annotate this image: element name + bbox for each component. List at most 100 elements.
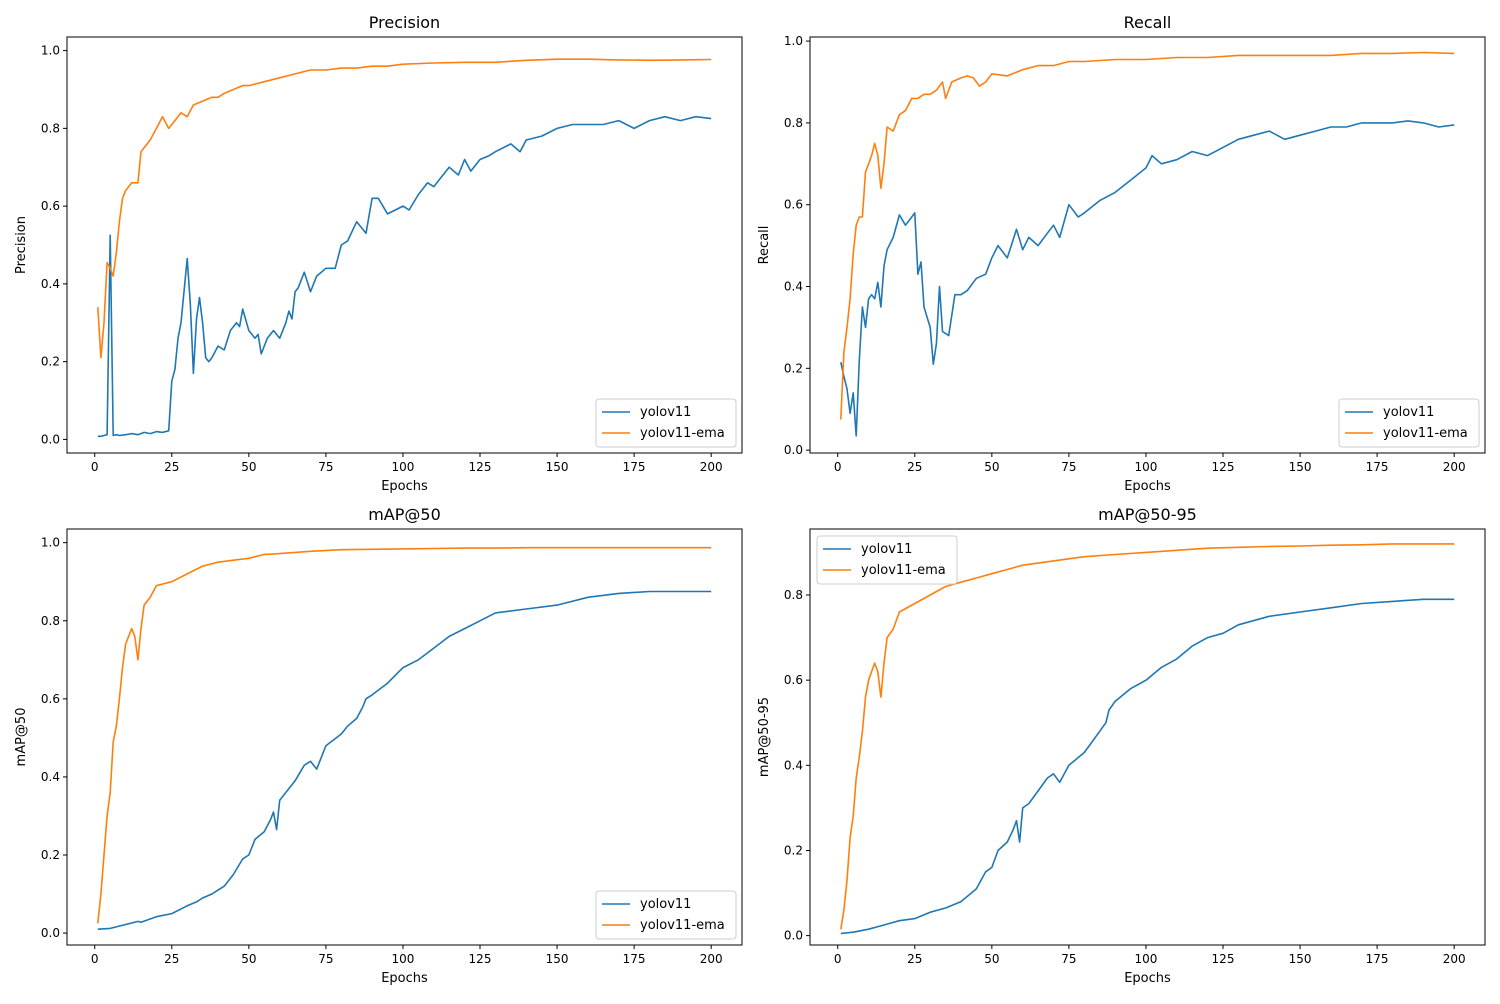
map50-95-xtick-label: 150 <box>1289 952 1312 966</box>
precision-legend-label-yolov11-ema: yolov11-ema <box>640 426 725 441</box>
map50-line-yolov11-ema <box>97 546 712 924</box>
map50-ylabel: mAP@50 <box>14 708 29 767</box>
recall-xlabel: Epochs <box>1124 479 1171 494</box>
precision-title: Precision <box>369 13 440 32</box>
precision-xtick-label: 175 <box>623 460 646 474</box>
map50-title: mAP@50 <box>368 505 441 524</box>
precision-ytick-label: 0.8 <box>41 121 60 135</box>
map50-ytick-label: 0.8 <box>41 614 60 628</box>
precision-ytick-label: 0.6 <box>41 199 60 213</box>
precision-ytick-label: 0.2 <box>41 355 60 369</box>
map50-95-xtick-label: 100 <box>1135 952 1158 966</box>
map50-xtick-label: 100 <box>392 952 415 966</box>
map50-95-xtick-label: 175 <box>1366 952 1389 966</box>
recall-subplot: Recall 0 25 50 75 100 125 150 175 200 0.0 0.2 0.4 0.6… <box>757 13 1486 494</box>
precision-ylabel: Precision <box>14 216 29 274</box>
map50-xlabel: Epochs <box>381 971 428 986</box>
precision-ytick-label: 0.0 <box>41 432 60 446</box>
precision-xtick-label: 150 <box>546 460 569 474</box>
precision-legend: yolov11 yolov11-ema <box>595 398 737 448</box>
map50-95-legend-label-yolov11: yolov11 <box>861 542 912 557</box>
map50-axes-frame <box>66 528 743 946</box>
map50-95-ylabel: mAP@50-95 <box>757 697 772 777</box>
precision-xtick-label: 125 <box>469 460 492 474</box>
precision-xlabel: Epochs <box>381 479 428 494</box>
recall-legend: yolov11 yolov11-ema <box>1338 398 1480 448</box>
precision-xtick-label: 200 <box>700 460 723 474</box>
map50-95-xtick-label: 25 <box>907 952 922 966</box>
map50-xtick-label: 175 <box>623 952 646 966</box>
precision-legend-box <box>595 398 737 448</box>
map50-legend-label-yolov11-ema: yolov11-ema <box>640 918 725 933</box>
recall-xtick-label: 0 <box>834 460 842 474</box>
precision-ytick-label: 1.0 <box>41 44 60 58</box>
precision-line-yolov11 <box>97 115 712 438</box>
recall-ytick-label: 0.4 <box>784 280 803 294</box>
map50-95-ytick-label: 0.2 <box>784 843 803 857</box>
precision-axes-frame <box>66 36 743 454</box>
precision-xtick-label: 0 <box>91 460 99 474</box>
map50-95-ytick-label: 0.8 <box>784 588 803 602</box>
map50-95-xtick-label: 125 <box>1212 952 1235 966</box>
map50-ytick-label: 1.0 <box>41 536 60 550</box>
map50-95-ytick-label: 0.6 <box>784 673 803 687</box>
map50-ytick-label: 0.4 <box>41 770 60 784</box>
map50-subplot: mAP@50 0 25 50 75 100 125 150 175 200 0.0 0.2 0.4 0.6… <box>14 505 743 986</box>
precision-xtick-label: 50 <box>241 460 256 474</box>
map50-xtick-label: 150 <box>546 952 569 966</box>
recall-ytick-label: 1.0 <box>784 34 803 48</box>
map50-ytick-label: 0.6 <box>41 692 60 706</box>
precision-xtick-label: 25 <box>164 460 179 474</box>
recall-xtick-label: 50 <box>984 460 999 474</box>
recall-ytick-label: 0.8 <box>784 116 803 130</box>
map50-95-xtick-label: 75 <box>1061 952 1076 966</box>
recall-ytick-label: 0.0 <box>784 443 803 457</box>
map50-95-legend-label-yolov11-ema: yolov11-ema <box>861 563 946 578</box>
map50-ytick-label: 0.2 <box>41 848 60 862</box>
recall-legend-box <box>1338 398 1480 448</box>
map50-95-title: mAP@50-95 <box>1098 505 1197 524</box>
map50-95-line-yolov11-ema <box>840 543 1455 930</box>
precision-line-yolov11-ema <box>97 58 712 359</box>
map50-legend-box <box>595 890 737 940</box>
recall-axes-frame <box>809 36 1486 454</box>
recall-xtick-label: 100 <box>1135 460 1158 474</box>
recall-xtick-label: 175 <box>1366 460 1389 474</box>
map50-95-xtick-label: 50 <box>984 952 999 966</box>
map50-xtick-label: 200 <box>700 952 723 966</box>
recall-xtick-label: 125 <box>1212 460 1235 474</box>
recall-title: Recall <box>1124 13 1172 32</box>
precision-xtick-label: 75 <box>318 460 333 474</box>
map50-95-legend: yolov11 yolov11-ema <box>816 535 958 585</box>
recall-legend-label-yolov11: yolov11 <box>1383 405 1434 420</box>
recall-xtick-label: 75 <box>1061 460 1076 474</box>
map50-95-ytick-label: 0.0 <box>784 929 803 943</box>
map50-xtick-label: 0 <box>91 952 99 966</box>
map50-95-ytick-label: 0.4 <box>784 758 803 772</box>
map50-95-legend-box <box>816 535 958 585</box>
map50-xtick-label: 125 <box>469 952 492 966</box>
recall-line-yolov11-ema <box>840 51 1455 420</box>
map50-95-xtick-label: 200 <box>1443 952 1466 966</box>
map50-legend-label-yolov11: yolov11 <box>640 897 691 912</box>
recall-xtick-label: 150 <box>1289 460 1312 474</box>
map50-xtick-label: 50 <box>241 952 256 966</box>
recall-legend-label-yolov11-ema: yolov11-ema <box>1383 426 1468 441</box>
recall-xtick-label: 200 <box>1443 460 1466 474</box>
recall-ytick-label: 0.6 <box>784 198 803 212</box>
map50-line-yolov11 <box>97 590 712 930</box>
map50-xtick-label: 75 <box>318 952 333 966</box>
recall-xtick-label: 25 <box>907 460 922 474</box>
map50-95-xtick-label: 0 <box>834 952 842 966</box>
precision-subplot: Precision 0 25 50 75 100 125 150 175 200 0.0 0.2 0.4… <box>14 13 743 494</box>
map50-xtick-label: 25 <box>164 952 179 966</box>
precision-ytick-label: 0.4 <box>41 277 60 291</box>
map50-legend: yolov11 yolov11-ema <box>595 890 737 940</box>
map50-ytick-label: 0.0 <box>41 926 60 940</box>
map50-95-axes-frame <box>809 528 1486 946</box>
map50-95-subplot: mAP@50-95 0 25 50 75 100 125 150 175 200 0.0 0.2 0.4… <box>757 505 1486 986</box>
recall-ytick-label: 0.2 <box>784 361 803 375</box>
map50-95-line-yolov11 <box>840 598 1455 935</box>
recall-ylabel: Recall <box>757 226 772 265</box>
